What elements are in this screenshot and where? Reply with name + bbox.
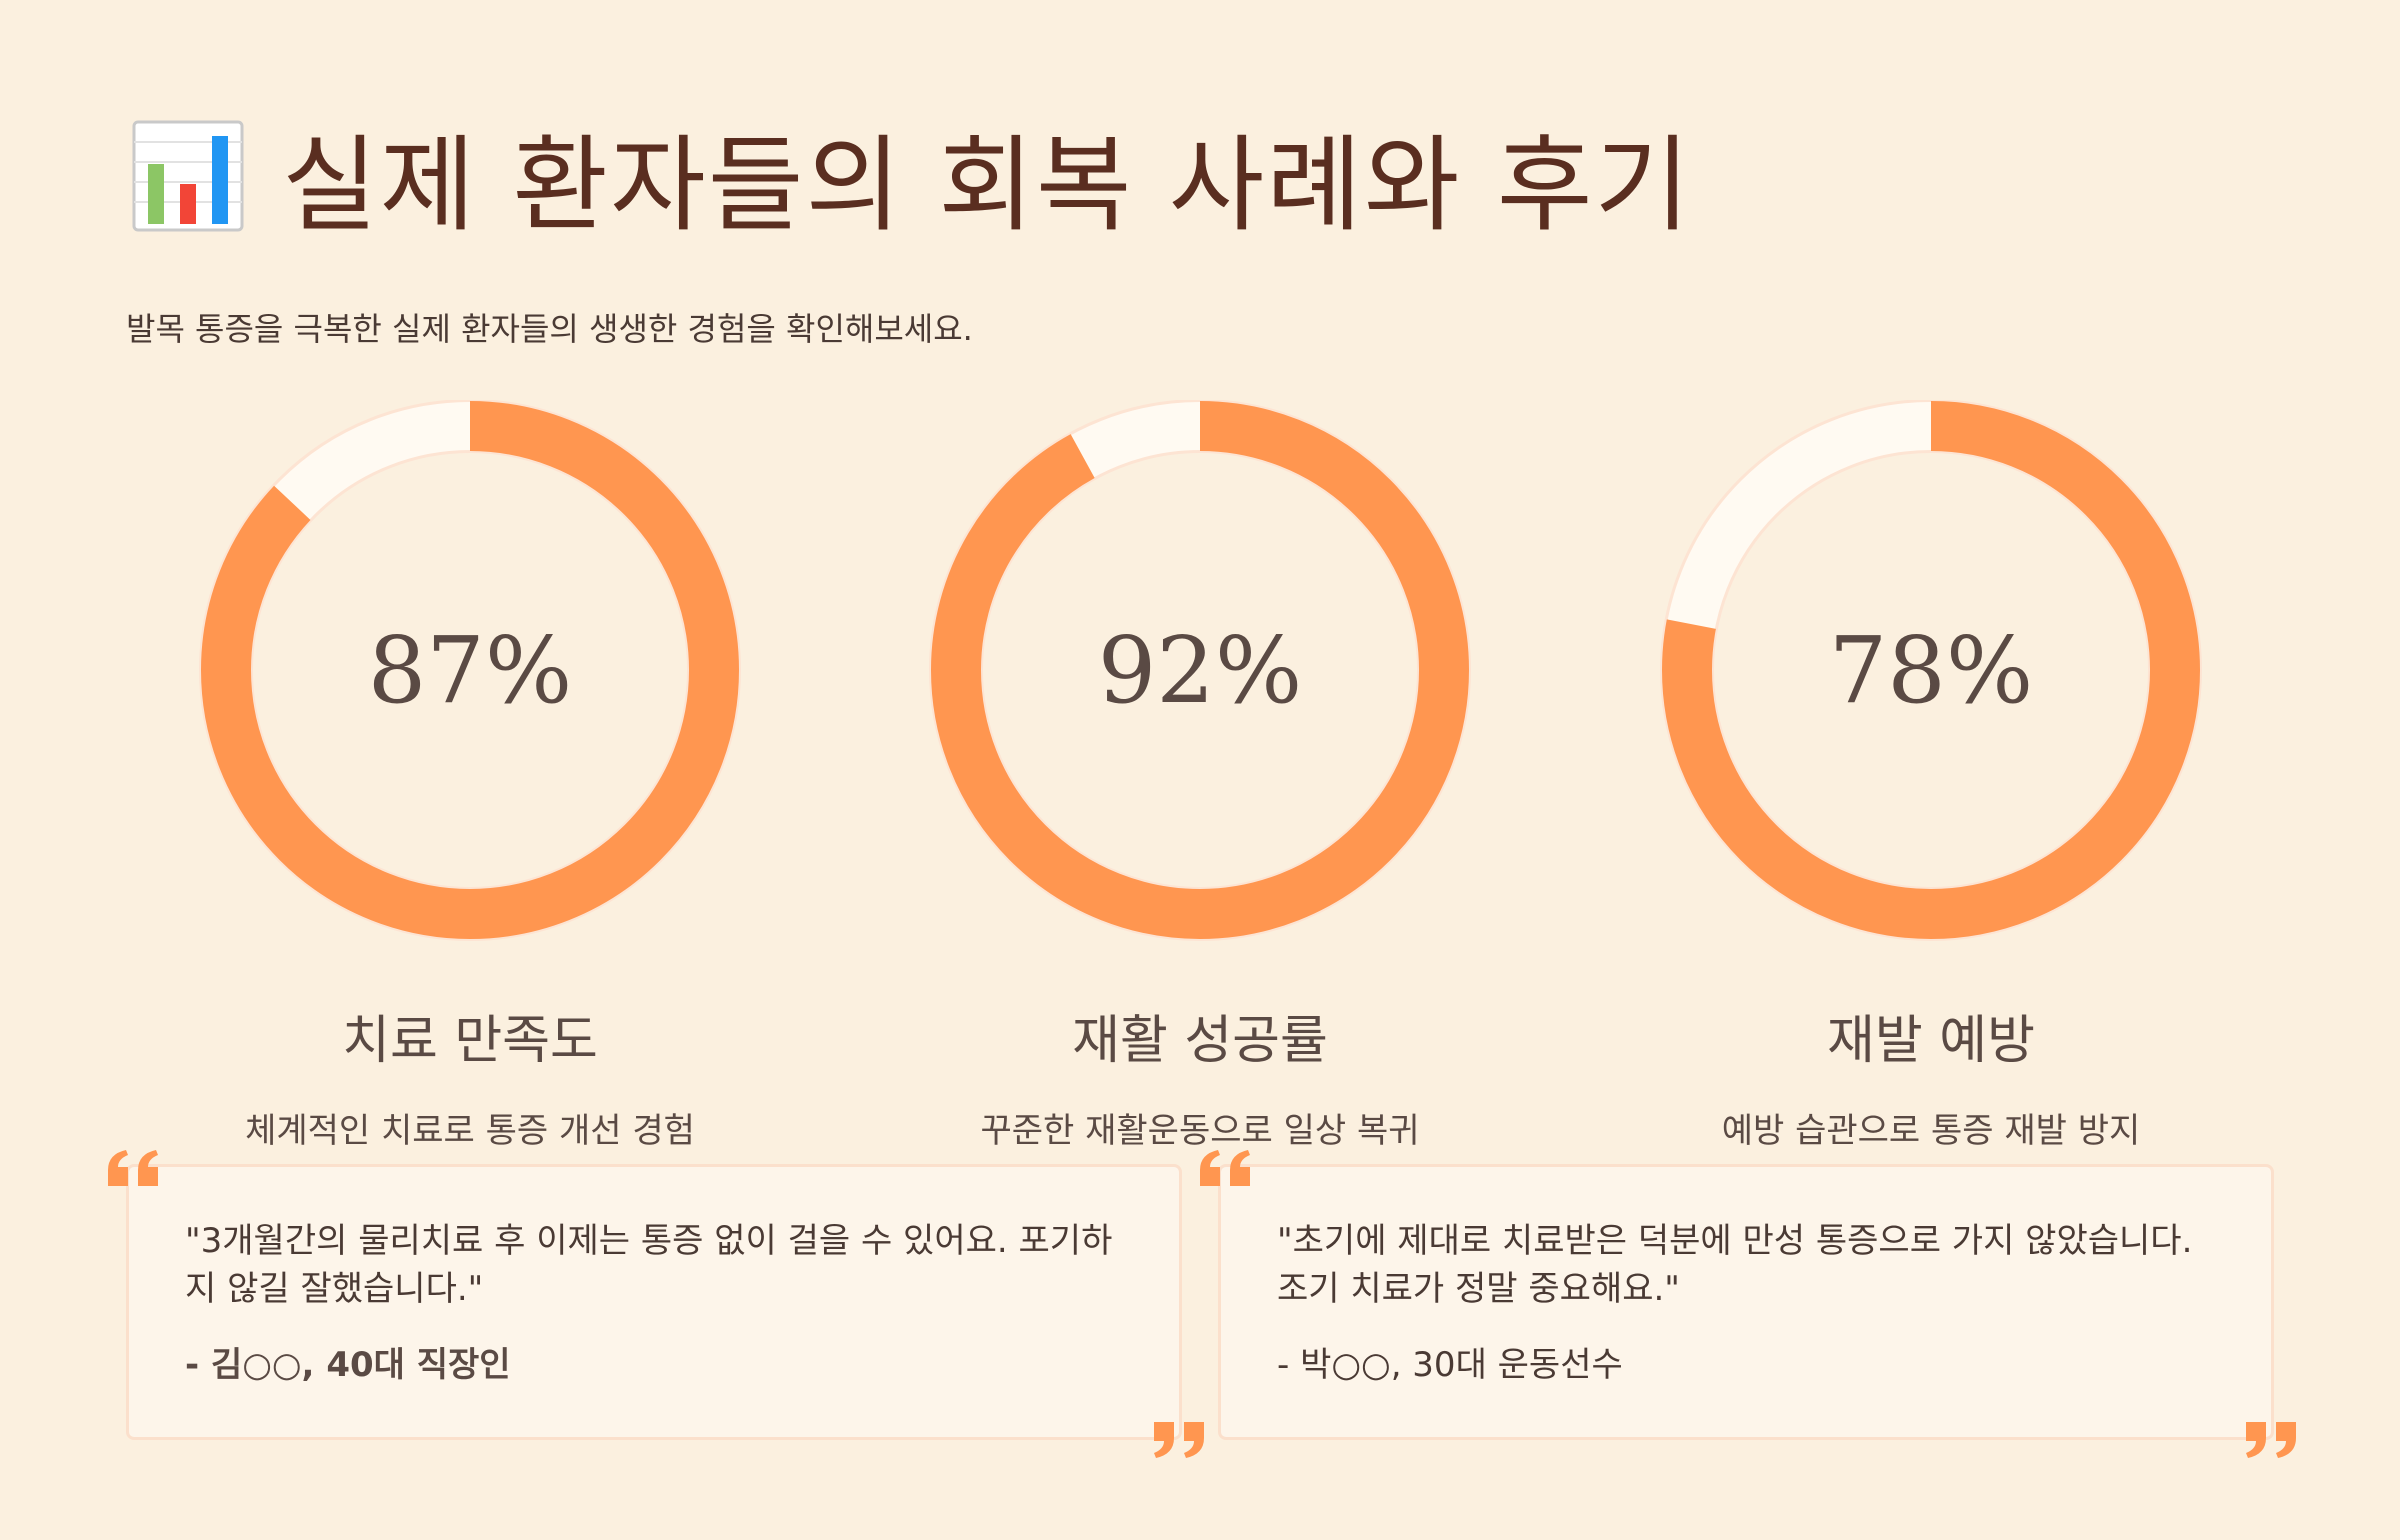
stat-description: 예방 습관으로 통증 재발 방지 [1721, 1111, 2141, 1151]
stat-label: 치료 만족도 [342, 1011, 598, 1071]
testimonial-author: - 박○○, 30대 운동선수 [1277, 1345, 1623, 1385]
donut-value-label: 87% [368, 617, 572, 724]
stat-satisfaction: 87% 치료 만족도 체계적인 치료로 통증 개선 경험 [190, 400, 750, 1152]
stat-label: 재활 성공률 [1072, 1011, 1328, 1071]
stat-description: 체계적인 치료로 통증 개선 경험 [245, 1111, 695, 1151]
page-header: 실제 환자들의 회복 사례와 후기 [130, 100, 1692, 251]
bar-chart-icon [132, 120, 244, 231]
page-title: 실제 환자들의 회복 사례와 후기 [282, 124, 1693, 246]
testimonial-author: - 김○○, 40대 직장인 [185, 1345, 511, 1385]
testimonial-card: "3개월간의 물리치료 후 이제는 통증 없이 걸을 수 있어요. 포기하지 않… [126, 1164, 1182, 1440]
open-quote-icon [108, 1150, 158, 1186]
donut-arc [1662, 401, 2200, 939]
donut-chart-satisfaction: 87% [199, 400, 741, 941]
testimonial-card: "초기에 제대로 치료받은 덕분에 만성 통증으로 가지 않았습니다. 조기 치… [1218, 1164, 2274, 1440]
stat-recurrence-prevention: 78% 재발 예방 예방 습관으로 통증 재발 방지 [1651, 400, 2211, 1152]
close-quote-icon [1154, 1422, 1204, 1458]
close-quote-icon [2246, 1422, 2296, 1458]
donut-value-label: 78% [1829, 617, 2033, 724]
stat-description: 꾸준한 재활운동으로 일상 복귀 [980, 1111, 1420, 1151]
stat-label: 재발 예방 [1827, 1011, 2035, 1071]
donut-arc [931, 401, 1469, 939]
testimonial-text: "초기에 제대로 치료받은 덕분에 만성 통증으로 가지 않았습니다. 조기 치… [1277, 1221, 2193, 1309]
page-subtitle: 발목 통증을 극복한 실제 환자들의 생생한 경험을 확인해보세요. [126, 310, 973, 348]
donut-chart-prevention: 78% [1660, 400, 2202, 941]
donut-arc [201, 401, 739, 939]
donut-value-label: 92% [1098, 617, 1302, 724]
donut-chart-rehab: 92% [929, 400, 1471, 941]
stat-rehab-success: 92% 재활 성공률 꾸준한 재활운동으로 일상 복귀 [920, 400, 1480, 1152]
testimonial-text: "3개월간의 물리치료 후 이제는 통증 없이 걸을 수 있어요. 포기하지 않… [185, 1221, 1113, 1309]
open-quote-icon [1200, 1150, 1250, 1186]
